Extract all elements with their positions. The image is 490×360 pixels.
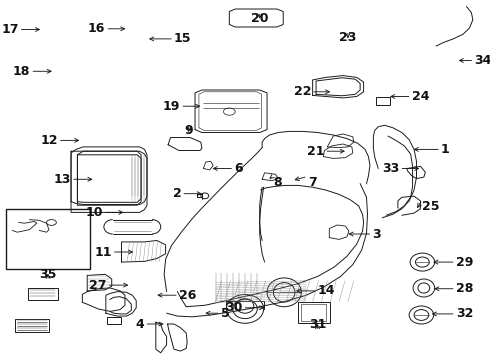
Text: 13: 13 <box>54 173 71 186</box>
Text: 5: 5 <box>220 307 229 320</box>
Bar <box>301 304 326 321</box>
Text: 29: 29 <box>456 256 473 269</box>
Text: 15: 15 <box>174 32 192 45</box>
Text: 18: 18 <box>13 65 30 78</box>
Text: 24: 24 <box>412 90 429 103</box>
Text: 2: 2 <box>172 187 181 200</box>
Text: 1: 1 <box>441 143 450 156</box>
Text: 26: 26 <box>179 289 196 302</box>
Text: 4: 4 <box>136 318 145 330</box>
Text: 23: 23 <box>339 31 357 44</box>
Bar <box>15 319 49 332</box>
Text: 21: 21 <box>307 145 324 158</box>
Bar <box>376 97 390 105</box>
Bar <box>28 288 58 300</box>
Text: 16: 16 <box>88 22 105 35</box>
Text: 8: 8 <box>273 176 282 189</box>
Text: 20: 20 <box>251 12 269 24</box>
Text: 30: 30 <box>225 301 243 314</box>
Bar <box>298 302 330 323</box>
Text: 27: 27 <box>89 279 107 292</box>
Text: 7: 7 <box>308 176 317 189</box>
Text: 33: 33 <box>382 162 399 175</box>
Text: 31: 31 <box>309 318 326 331</box>
Text: 12: 12 <box>40 134 58 147</box>
Text: 32: 32 <box>456 307 473 320</box>
Text: 19: 19 <box>163 100 180 113</box>
Text: 11: 11 <box>94 246 112 258</box>
Text: 25: 25 <box>422 200 440 213</box>
Text: 35: 35 <box>39 268 57 281</box>
Text: 17: 17 <box>1 23 19 36</box>
Text: 22: 22 <box>294 85 311 98</box>
Text: 9: 9 <box>184 124 193 137</box>
Text: 10: 10 <box>85 206 103 219</box>
Text: 3: 3 <box>372 228 381 240</box>
Text: 6: 6 <box>234 162 243 175</box>
Text: 28: 28 <box>456 282 473 295</box>
Text: 14: 14 <box>318 284 335 297</box>
Bar <box>6 209 90 269</box>
Bar <box>107 317 121 324</box>
Text: 34: 34 <box>474 54 490 67</box>
